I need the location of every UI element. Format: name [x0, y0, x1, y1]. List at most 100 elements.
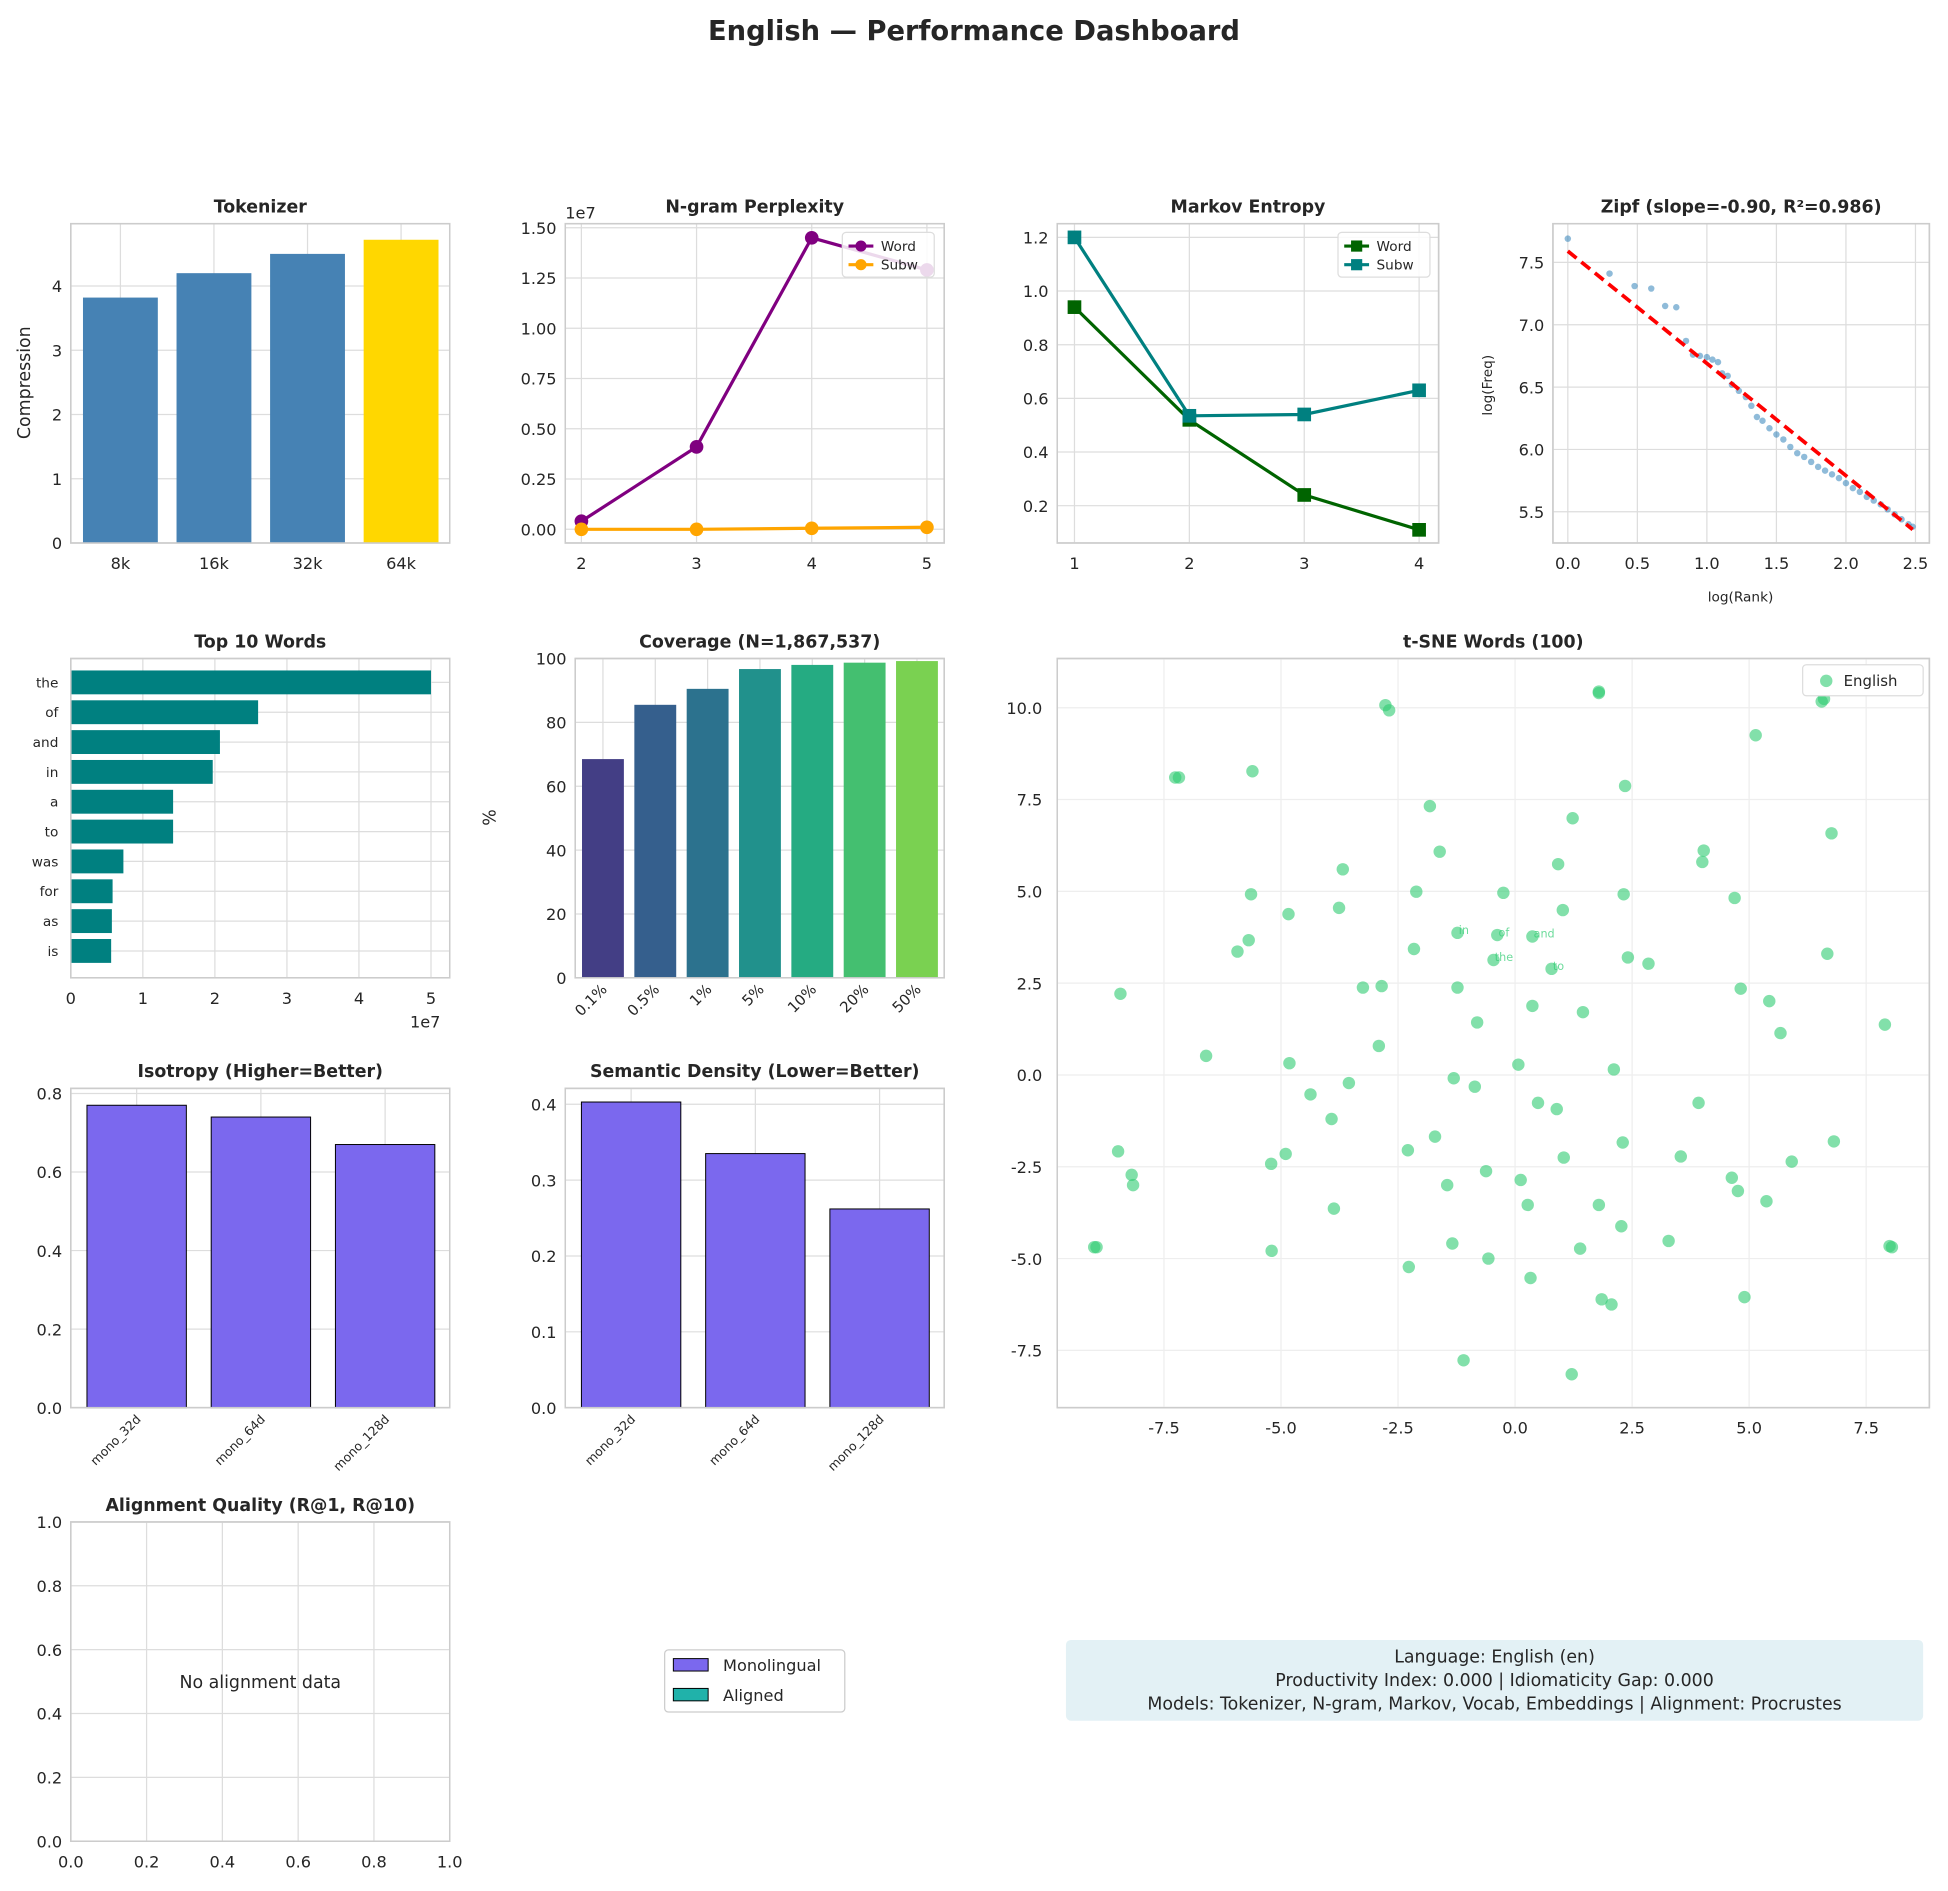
axes-frame [1056, 657, 1931, 1409]
y-tick-label: -7.5 [1011, 1342, 1042, 1361]
tsne-point [1446, 1237, 1459, 1250]
y-tick-label: 0.4 [36, 1705, 62, 1724]
tsne-legend-frame [1802, 664, 1924, 697]
y-tick-label: and [33, 735, 59, 751]
x-tick-label: mono_128d [330, 1412, 392, 1474]
word-annotation: of [1499, 926, 1511, 939]
zipf-point [1673, 304, 1680, 311]
tsne-point [1738, 1290, 1751, 1304]
tsne-point [1265, 1244, 1278, 1258]
zipf-point [1631, 282, 1638, 290]
tsne-point [1557, 1151, 1570, 1164]
x-tick-label: 1 [1069, 554, 1079, 573]
tsne-point [1531, 1096, 1545, 1110]
chart-title: N-gram Perplexity [665, 198, 844, 218]
tsne-point [1199, 1049, 1213, 1063]
zipf-point [1703, 353, 1711, 361]
axes-frame [1056, 222, 1440, 544]
bar-32k [270, 253, 345, 543]
y-tick-label: 7.5 [1017, 791, 1043, 810]
tsne-point [1372, 1039, 1386, 1053]
y-tick-label: 0.4 [531, 1096, 557, 1115]
y-tick-label: 0 [556, 969, 566, 988]
y-tick-label: 0 [52, 534, 62, 553]
y-tick-label: 0.2 [36, 1769, 62, 1788]
tsne-point [1821, 947, 1834, 960]
y-tick-label: in [46, 765, 58, 781]
tsne-point [1595, 1293, 1608, 1306]
tsne-point [1615, 1220, 1628, 1233]
chart-title: Tokenizer [214, 198, 308, 218]
data-point [1297, 488, 1312, 502]
tsne-point [1521, 1198, 1534, 1212]
zipf-point [1564, 235, 1572, 242]
x-tick-label: 32k [293, 554, 324, 573]
tsne-point [1283, 1056, 1296, 1070]
axis-offset-label: 1e7 [565, 204, 595, 223]
y-tick-label: 0.1 [531, 1323, 557, 1342]
y-tick-label: 0.00 [521, 521, 557, 540]
y-tick-label: 40 [546, 841, 567, 860]
zipf-point [1800, 453, 1808, 461]
x-tick-label: 0.0 [1555, 554, 1581, 573]
zipf-point [1682, 337, 1690, 345]
y-tick-label: 1.00 [521, 319, 557, 338]
data-point [1412, 522, 1426, 537]
zipf-point [1856, 488, 1864, 496]
x-tick-label: 0.1% [571, 980, 610, 1019]
tsne-point [1470, 1016, 1484, 1029]
x-tick-label: mono_128d [825, 1412, 887, 1474]
tsne-point [1423, 799, 1437, 813]
data-point [1067, 230, 1082, 245]
x-tick-label: -7.5 [1148, 1419, 1180, 1438]
tsne-point [1556, 903, 1570, 917]
data-point [689, 522, 704, 537]
y-tick-label: 0.6 [36, 1163, 62, 1182]
zipf-point [1787, 443, 1794, 451]
zipf-point [1759, 417, 1766, 424]
x-tick-label: 0.2 [134, 1852, 160, 1871]
tsne-point [1327, 1202, 1341, 1215]
panel-ngram: N-gram Perplexity 2 3 4 5 0.00 0.25 0.50 0.75 1.0… [521, 198, 945, 573]
zipf-point [1648, 285, 1655, 292]
y-tick-label: was [32, 854, 59, 870]
tsne-point [1491, 928, 1504, 942]
tsne-point [1618, 779, 1632, 793]
x-tick-label: 10% [784, 980, 820, 1016]
y-axis-label: % [481, 809, 501, 826]
tsne-point [1342, 1076, 1356, 1090]
series-line-subw [1073, 236, 1420, 418]
tsne-point [1524, 1271, 1537, 1285]
tsne-point [1244, 888, 1258, 901]
x-tick-label: mono_32d [87, 1412, 144, 1469]
bar-the [70, 670, 431, 695]
panel-zipf: Zipf (slope=-0.90, R²=0.986) 0.0 0.5 1.0 1.5… [1480, 198, 1931, 605]
axes-frame [564, 1087, 945, 1409]
tsne-point [1246, 765, 1259, 778]
bar-was [70, 849, 124, 874]
tsne-point [1126, 1178, 1140, 1192]
tsne-point [1382, 704, 1396, 717]
x-tick-label: 3 [691, 554, 701, 573]
tsne-point [1451, 981, 1464, 994]
tsne-point [1428, 1130, 1442, 1143]
y-tick-label: 0.8 [36, 1577, 62, 1596]
bar-as [70, 909, 112, 934]
tsne-point [1607, 1063, 1621, 1076]
data-point [1182, 408, 1197, 423]
tsne-point [1479, 1164, 1493, 1178]
bar-to [70, 819, 174, 844]
zipf-point [1821, 467, 1829, 474]
zipf-point [1807, 458, 1815, 466]
y-tick-label: 0.6 [1023, 390, 1049, 409]
info-box-background [1065, 1639, 1924, 1721]
tsne-point [1457, 1354, 1470, 1367]
tsne-point [1468, 1080, 1482, 1093]
tsne-point [1264, 1157, 1278, 1171]
x-tick-label: 0.6 [285, 1852, 311, 1871]
word-annotation: and [1534, 928, 1555, 941]
y-tick-label: 0.4 [1023, 443, 1049, 462]
chart-title: Semantic Density (Lower=Better) [590, 1062, 920, 1082]
tsne-point [1785, 1155, 1798, 1168]
tsne-point [1696, 855, 1709, 869]
